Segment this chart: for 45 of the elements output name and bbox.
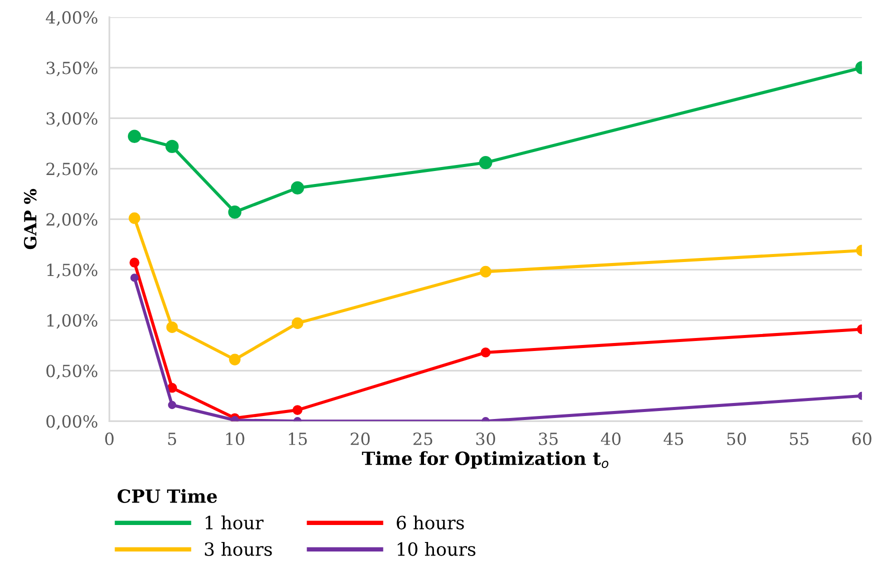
x-tick-label: 60 (852, 432, 872, 446)
legend-title: CPU Time (118, 488, 217, 503)
point (128, 212, 140, 224)
y-tick-label: 3,00% (46, 112, 98, 127)
x-tick-label: 45 (664, 432, 684, 446)
x-tick-label: 5 (168, 432, 176, 446)
point (167, 382, 178, 393)
point (128, 130, 142, 143)
x-tick-label: 55 (790, 432, 808, 446)
point (130, 274, 139, 282)
y-axis-title: GAP % (24, 188, 37, 250)
point (168, 400, 176, 410)
point (479, 156, 492, 170)
y-tick-label: 0,50% (46, 364, 98, 380)
point (228, 206, 242, 219)
legend-label: 6 hours (396, 515, 464, 530)
x-tick-label: 30 (476, 432, 496, 446)
x-tick-label: 50 (727, 432, 746, 446)
x-tick-label: 10 (226, 432, 244, 446)
point (292, 405, 302, 415)
legend-label: 10 hours (398, 542, 476, 556)
point (480, 348, 491, 358)
y-tick-label: 2,50% (46, 162, 98, 178)
x-tick-label: 20 (350, 432, 370, 446)
x-tick-label: 40 (600, 432, 621, 446)
point (166, 321, 178, 333)
y-tick-label: 4,00% (46, 11, 98, 26)
y-tick-label: 1,50% (47, 264, 98, 278)
y-tick-label: 3,50% (46, 62, 98, 76)
point (130, 258, 140, 268)
y-tick-label: 1,00% (47, 314, 98, 329)
y-tick-label: 2,00% (46, 213, 98, 228)
x-axis-title: Time for Optimization t$_{o}$ (362, 451, 608, 469)
legend-label: 1 hour (206, 515, 264, 530)
x-tick-label: 35 (539, 432, 558, 446)
x-tick-label: 0 (105, 432, 114, 446)
point (480, 266, 492, 278)
legend-label: 3 hours (204, 542, 272, 556)
point (292, 317, 304, 329)
point (165, 140, 179, 154)
point (229, 354, 241, 366)
y-tick-label: 0,00% (46, 415, 98, 430)
point (290, 181, 304, 194)
x-tick-label: 15 (288, 432, 307, 446)
x-tick-label: 25 (413, 432, 432, 446)
